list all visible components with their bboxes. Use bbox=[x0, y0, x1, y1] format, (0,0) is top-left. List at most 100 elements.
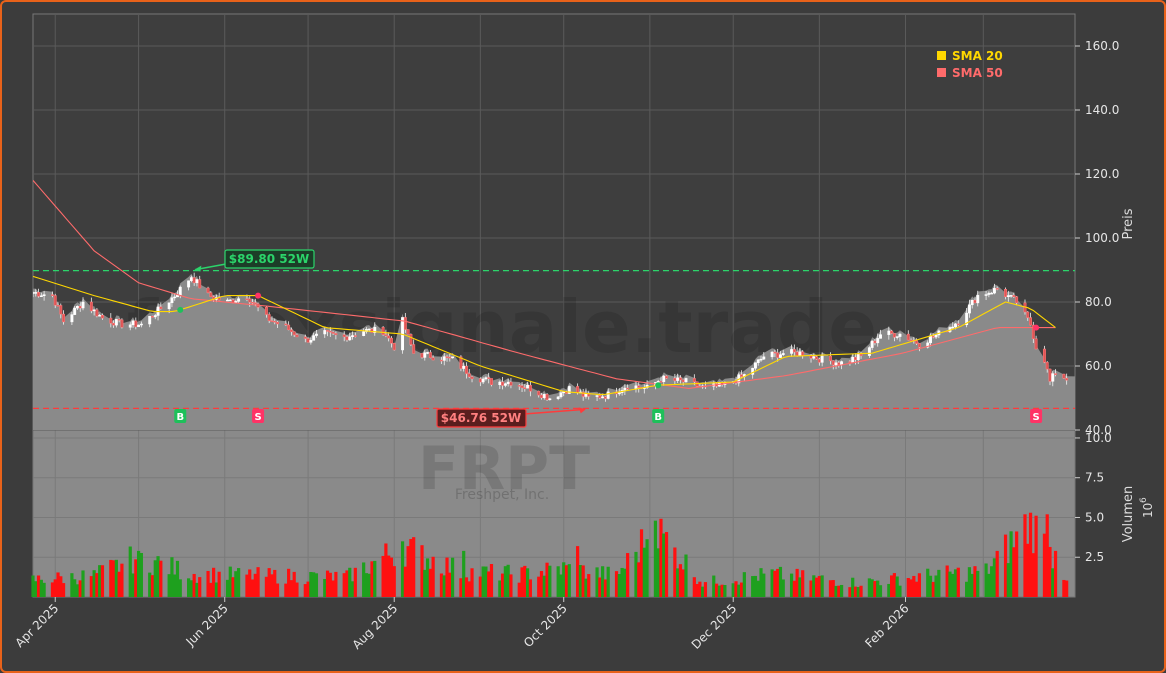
candle-body bbox=[870, 340, 874, 348]
volume-bar bbox=[212, 567, 216, 597]
volume-bar bbox=[692, 577, 696, 597]
volume-bar bbox=[837, 585, 841, 597]
volume-bar bbox=[467, 581, 471, 597]
candle-body bbox=[323, 330, 327, 335]
candle-body bbox=[33, 292, 35, 294]
volume-bar bbox=[678, 564, 683, 597]
candle-body bbox=[898, 333, 902, 337]
candle-body bbox=[665, 375, 668, 379]
price-area bbox=[33, 273, 1075, 430]
volume-bar bbox=[98, 565, 102, 597]
candle-body bbox=[559, 392, 563, 398]
candle-body bbox=[187, 280, 191, 288]
volume-bar bbox=[225, 579, 230, 597]
volume-bar bbox=[814, 577, 819, 597]
volume-bar bbox=[342, 573, 346, 597]
candle-body bbox=[445, 356, 449, 358]
volume-bar bbox=[856, 587, 860, 597]
candle-body bbox=[42, 294, 46, 296]
volume-bar bbox=[912, 575, 916, 597]
candle-body bbox=[673, 378, 677, 381]
volume-bar bbox=[606, 566, 610, 597]
volume-bar bbox=[523, 565, 527, 597]
candle-body bbox=[545, 394, 549, 401]
candle-body bbox=[754, 362, 757, 369]
candle-body bbox=[790, 349, 794, 354]
volume-bar bbox=[637, 562, 641, 597]
candle-body bbox=[253, 302, 257, 305]
volume-bar bbox=[367, 573, 371, 597]
volume-bar bbox=[801, 570, 805, 597]
volume-bar bbox=[117, 571, 121, 597]
volume-bar bbox=[828, 580, 833, 597]
candle-body bbox=[409, 334, 413, 345]
volume-bar bbox=[656, 548, 660, 597]
volume-bar bbox=[314, 573, 319, 597]
candle-body bbox=[601, 396, 605, 399]
volume-bar bbox=[189, 580, 193, 597]
candle-body bbox=[159, 306, 163, 310]
volume-bar bbox=[484, 566, 488, 597]
candle-body bbox=[954, 323, 957, 328]
volume-bar bbox=[273, 569, 277, 597]
candle-body bbox=[1062, 373, 1066, 379]
volume-bar bbox=[287, 568, 291, 597]
volume-bar bbox=[373, 560, 377, 597]
candle-body bbox=[426, 352, 430, 354]
volume-bar bbox=[478, 576, 482, 597]
candle-body bbox=[684, 378, 688, 383]
volume-bar bbox=[53, 579, 57, 597]
volume-bar bbox=[951, 573, 955, 597]
date-tick-label: Oct 2025 bbox=[521, 601, 570, 650]
legend-sma20-swatch bbox=[937, 51, 946, 60]
price-tick-label: 160.0 bbox=[1085, 39, 1119, 53]
candle-body bbox=[776, 352, 780, 358]
volume-bar bbox=[175, 560, 180, 597]
candle-body bbox=[815, 356, 819, 360]
candle-body bbox=[676, 377, 680, 381]
candle-body bbox=[1054, 373, 1057, 375]
volume-bar bbox=[1062, 579, 1066, 597]
price-tick-label: 40.0 bbox=[1085, 423, 1112, 437]
volume-bar bbox=[481, 566, 485, 597]
volume-bar bbox=[128, 546, 132, 597]
volume-bar bbox=[753, 575, 758, 597]
candle-body bbox=[117, 318, 121, 321]
candle-body bbox=[195, 279, 199, 284]
volume-bar bbox=[284, 583, 288, 597]
volume-bar bbox=[459, 578, 463, 597]
volume-bar bbox=[1051, 568, 1055, 597]
volume-exponent-power: 6 bbox=[1139, 497, 1149, 503]
volume-bar bbox=[1045, 514, 1049, 597]
volume-bar bbox=[1028, 512, 1033, 597]
volume-bar bbox=[381, 555, 385, 597]
candle-body bbox=[351, 335, 354, 337]
candle-body bbox=[906, 333, 910, 341]
volume-bar bbox=[598, 577, 602, 597]
candle-body bbox=[51, 294, 54, 296]
candle-body bbox=[917, 343, 921, 348]
volume-bar bbox=[114, 559, 118, 597]
date-tick-label: Apr 2025 bbox=[12, 601, 61, 650]
candle-body bbox=[353, 335, 357, 337]
volume-bar bbox=[292, 571, 296, 597]
volume-bar bbox=[548, 565, 552, 597]
volume-bar bbox=[506, 564, 510, 597]
volume-bar bbox=[270, 574, 274, 597]
candle-body bbox=[781, 353, 785, 355]
volume-bar bbox=[906, 578, 910, 597]
volume-bar bbox=[61, 583, 66, 597]
volume-bar bbox=[334, 571, 338, 597]
volume-bar bbox=[831, 580, 835, 597]
volume-bar bbox=[1031, 553, 1035, 597]
volume-axis-label: Volumen bbox=[1121, 486, 1136, 543]
candle-body bbox=[134, 320, 138, 328]
candle-body bbox=[334, 333, 338, 336]
volume-bar bbox=[403, 566, 407, 597]
volume-bar bbox=[500, 573, 505, 597]
candle-body bbox=[895, 336, 899, 338]
volume-bar bbox=[976, 570, 980, 597]
candle-body bbox=[484, 377, 488, 380]
candle-body bbox=[834, 362, 838, 366]
candle-body bbox=[526, 385, 530, 389]
